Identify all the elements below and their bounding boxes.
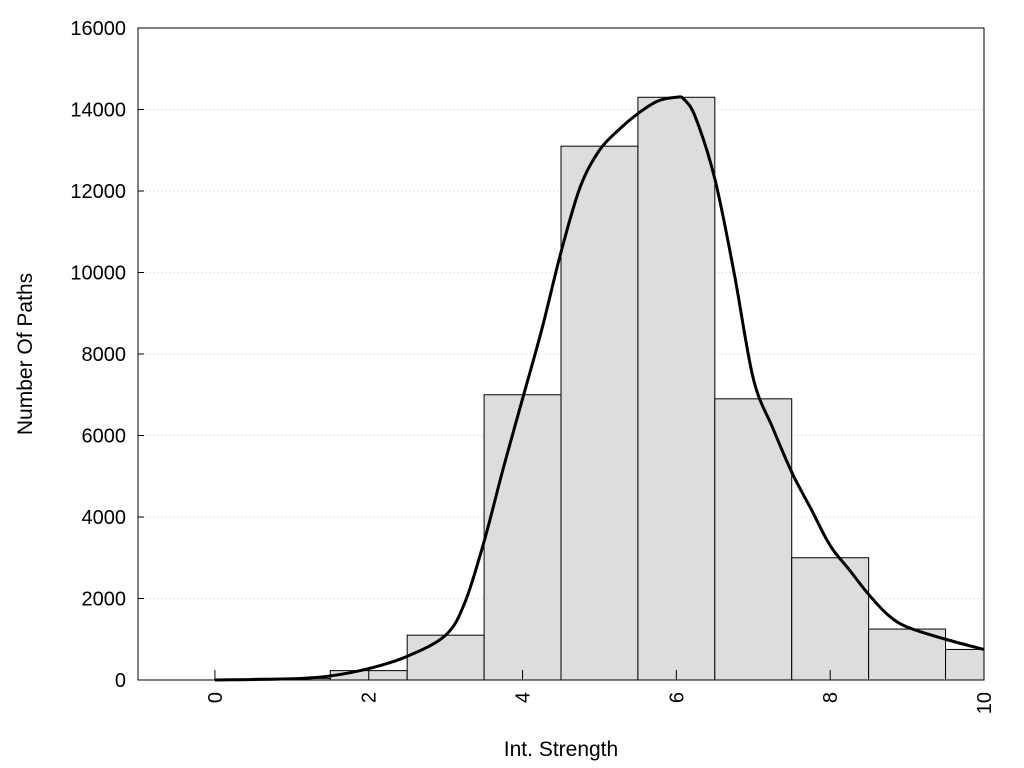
x-axis: 0 2 4 6 8 10 xyxy=(205,670,996,714)
x-tick-label: 0 xyxy=(205,692,227,703)
histogram-bar xyxy=(791,557,870,681)
histogram-bar xyxy=(714,398,793,681)
y-tick-label: 10000 xyxy=(70,263,126,285)
x-tick-label: 8 xyxy=(820,692,842,703)
y-axis-title: Number Of Paths xyxy=(14,273,37,435)
histogram-bar xyxy=(868,628,947,681)
y-axis: 0 2000 4000 6000 8000 10000 12000 14000 16000 xyxy=(70,18,144,692)
y-tick-label: 6000 xyxy=(82,426,127,448)
y-tick-label: 12000 xyxy=(70,181,126,203)
histogram-bar xyxy=(483,394,562,681)
x-axis-title: Int. Strength xyxy=(504,738,618,761)
histogram-bar xyxy=(560,145,639,681)
y-tick-label: 2000 xyxy=(82,589,127,611)
x-tick-label: 10 xyxy=(974,692,996,714)
y-tick-label: 16000 xyxy=(70,18,126,40)
density-curve-layer xyxy=(214,95,985,682)
histogram-bar xyxy=(406,634,485,681)
x-tick-label: 6 xyxy=(666,692,688,703)
y-tick-label: 14000 xyxy=(70,100,126,122)
density-curve xyxy=(214,95,985,682)
gridlines xyxy=(138,109,984,599)
y-tick-label: 8000 xyxy=(82,344,127,366)
histogram-bar xyxy=(945,648,985,681)
x-tick-label: 4 xyxy=(513,692,535,703)
y-tick-label: 4000 xyxy=(82,507,127,529)
histogram-bar xyxy=(637,96,716,681)
x-tick-label: 2 xyxy=(359,692,381,703)
y-tick-label: 0 xyxy=(115,670,126,692)
